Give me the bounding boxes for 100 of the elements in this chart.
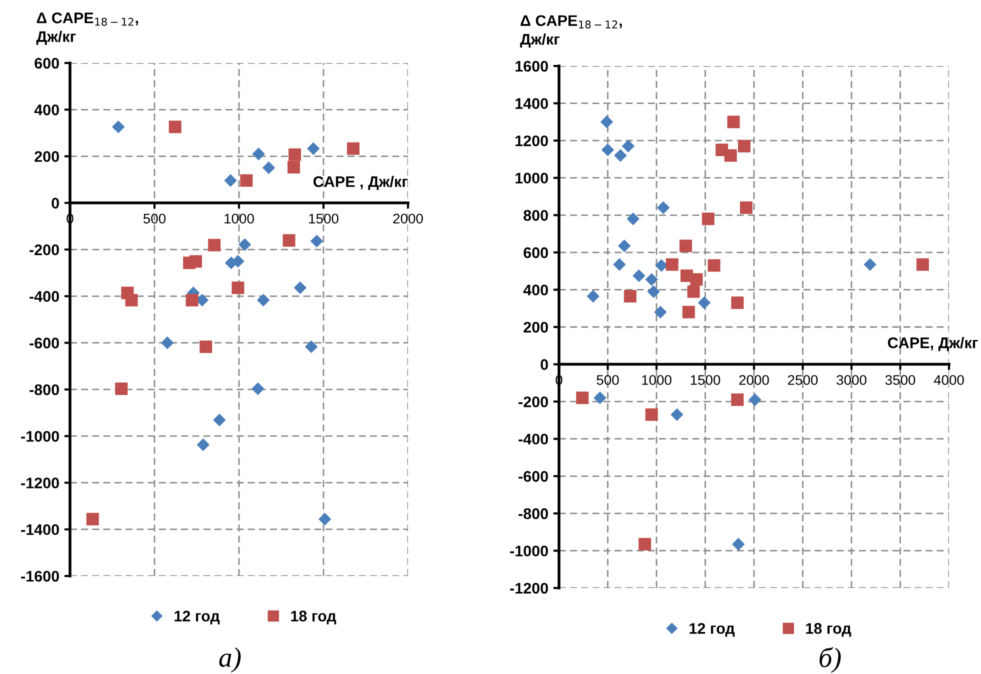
y-tick-label: 200 xyxy=(34,151,59,162)
y-tick-label: 1400 xyxy=(516,98,548,109)
point xyxy=(282,234,296,247)
y-tick-label: 600 xyxy=(524,247,548,258)
point xyxy=(601,144,614,156)
point xyxy=(666,258,678,271)
y-tick-label: -400 xyxy=(518,434,548,445)
x-tick-label: 500 xyxy=(143,214,166,224)
y-tick-label: -400 xyxy=(30,291,59,302)
point xyxy=(645,273,658,286)
x-tick-label: 2000 xyxy=(739,375,769,385)
y-tick-label: 1200 xyxy=(516,135,548,146)
legend-label: 18 год xyxy=(806,623,852,637)
point xyxy=(731,393,744,406)
point xyxy=(224,174,237,187)
x-tick-label: 2000 xyxy=(393,214,423,224)
x-tick-label: 1500 xyxy=(690,375,720,385)
x-tick-label: 3000 xyxy=(836,375,866,385)
point xyxy=(168,120,182,134)
y-tick-label: 400 xyxy=(523,284,548,296)
point xyxy=(288,160,300,174)
point xyxy=(654,306,667,318)
y-tick-label: -1200 xyxy=(510,582,548,594)
point xyxy=(115,382,128,396)
point xyxy=(112,120,125,134)
point xyxy=(645,408,658,421)
point xyxy=(196,438,210,452)
x-tick-label: 1500 xyxy=(309,214,338,224)
point xyxy=(690,273,703,286)
point xyxy=(727,116,740,128)
point xyxy=(256,294,270,307)
x-tick-label: 1000 xyxy=(642,375,672,385)
y-tick-label: -200 xyxy=(518,396,548,408)
point xyxy=(732,538,745,551)
y-tick-label: -800 xyxy=(518,508,548,520)
point xyxy=(586,290,600,303)
point xyxy=(232,282,244,294)
text: Δ CAPE$_{18−12}$, Дж/кг xyxy=(520,15,622,48)
point xyxy=(294,281,307,294)
text: б) xyxy=(820,647,841,673)
point xyxy=(576,392,589,404)
text: Δ CAPE$_{18−12}$, Дж/кг xyxy=(36,12,138,45)
point xyxy=(240,174,253,187)
point xyxy=(252,382,264,396)
point xyxy=(186,294,198,306)
y-tick-label: -1400 xyxy=(21,524,59,536)
point xyxy=(86,512,99,526)
point xyxy=(600,116,614,128)
point xyxy=(200,340,212,354)
point xyxy=(125,294,138,306)
point xyxy=(698,296,711,310)
point xyxy=(731,296,744,310)
legend-label: 18 год xyxy=(291,610,336,624)
y-tick-label: -200 xyxy=(30,244,59,256)
point xyxy=(288,148,302,161)
point xyxy=(656,201,670,214)
x-tick-label: 4000 xyxy=(934,375,964,385)
y-tick-label: 800 xyxy=(524,210,548,221)
point xyxy=(740,201,752,214)
point xyxy=(318,512,332,526)
y-tick-label: -1600 xyxy=(21,570,59,582)
point xyxy=(310,234,324,248)
point xyxy=(916,258,929,271)
point xyxy=(262,161,276,174)
point xyxy=(864,258,876,271)
point xyxy=(232,254,244,268)
point xyxy=(238,238,252,252)
point xyxy=(626,212,640,226)
point xyxy=(618,240,631,252)
point xyxy=(252,148,265,160)
y-tick-label: 1000 xyxy=(516,172,548,184)
point xyxy=(638,538,652,550)
x-tick-label: 1000 xyxy=(224,214,254,224)
point xyxy=(189,255,202,268)
point xyxy=(306,142,320,155)
legend-label: 12 год xyxy=(174,610,220,624)
point xyxy=(682,306,695,318)
y-tick-label: 400 xyxy=(34,104,59,116)
y-tick-label: -1000 xyxy=(21,430,59,442)
point xyxy=(208,238,221,252)
point xyxy=(614,149,627,162)
point xyxy=(622,140,635,153)
y-tick-label: -800 xyxy=(30,384,59,396)
x-tick-label: 3500 xyxy=(885,375,916,385)
y-tick-label: -600 xyxy=(518,471,548,482)
point xyxy=(724,149,737,162)
y-tick-label: -1000 xyxy=(510,546,548,556)
point xyxy=(160,336,174,350)
text: а) xyxy=(219,647,241,673)
x-tick-label: 500 xyxy=(596,375,619,385)
y-tick-label: 200 xyxy=(524,322,548,333)
point xyxy=(213,414,226,426)
point xyxy=(647,285,660,298)
point xyxy=(708,259,720,272)
y-tick-label: 1600 xyxy=(516,60,548,72)
point xyxy=(738,140,750,152)
point xyxy=(613,258,626,271)
point xyxy=(632,269,646,282)
point xyxy=(346,142,360,155)
point xyxy=(680,240,692,252)
